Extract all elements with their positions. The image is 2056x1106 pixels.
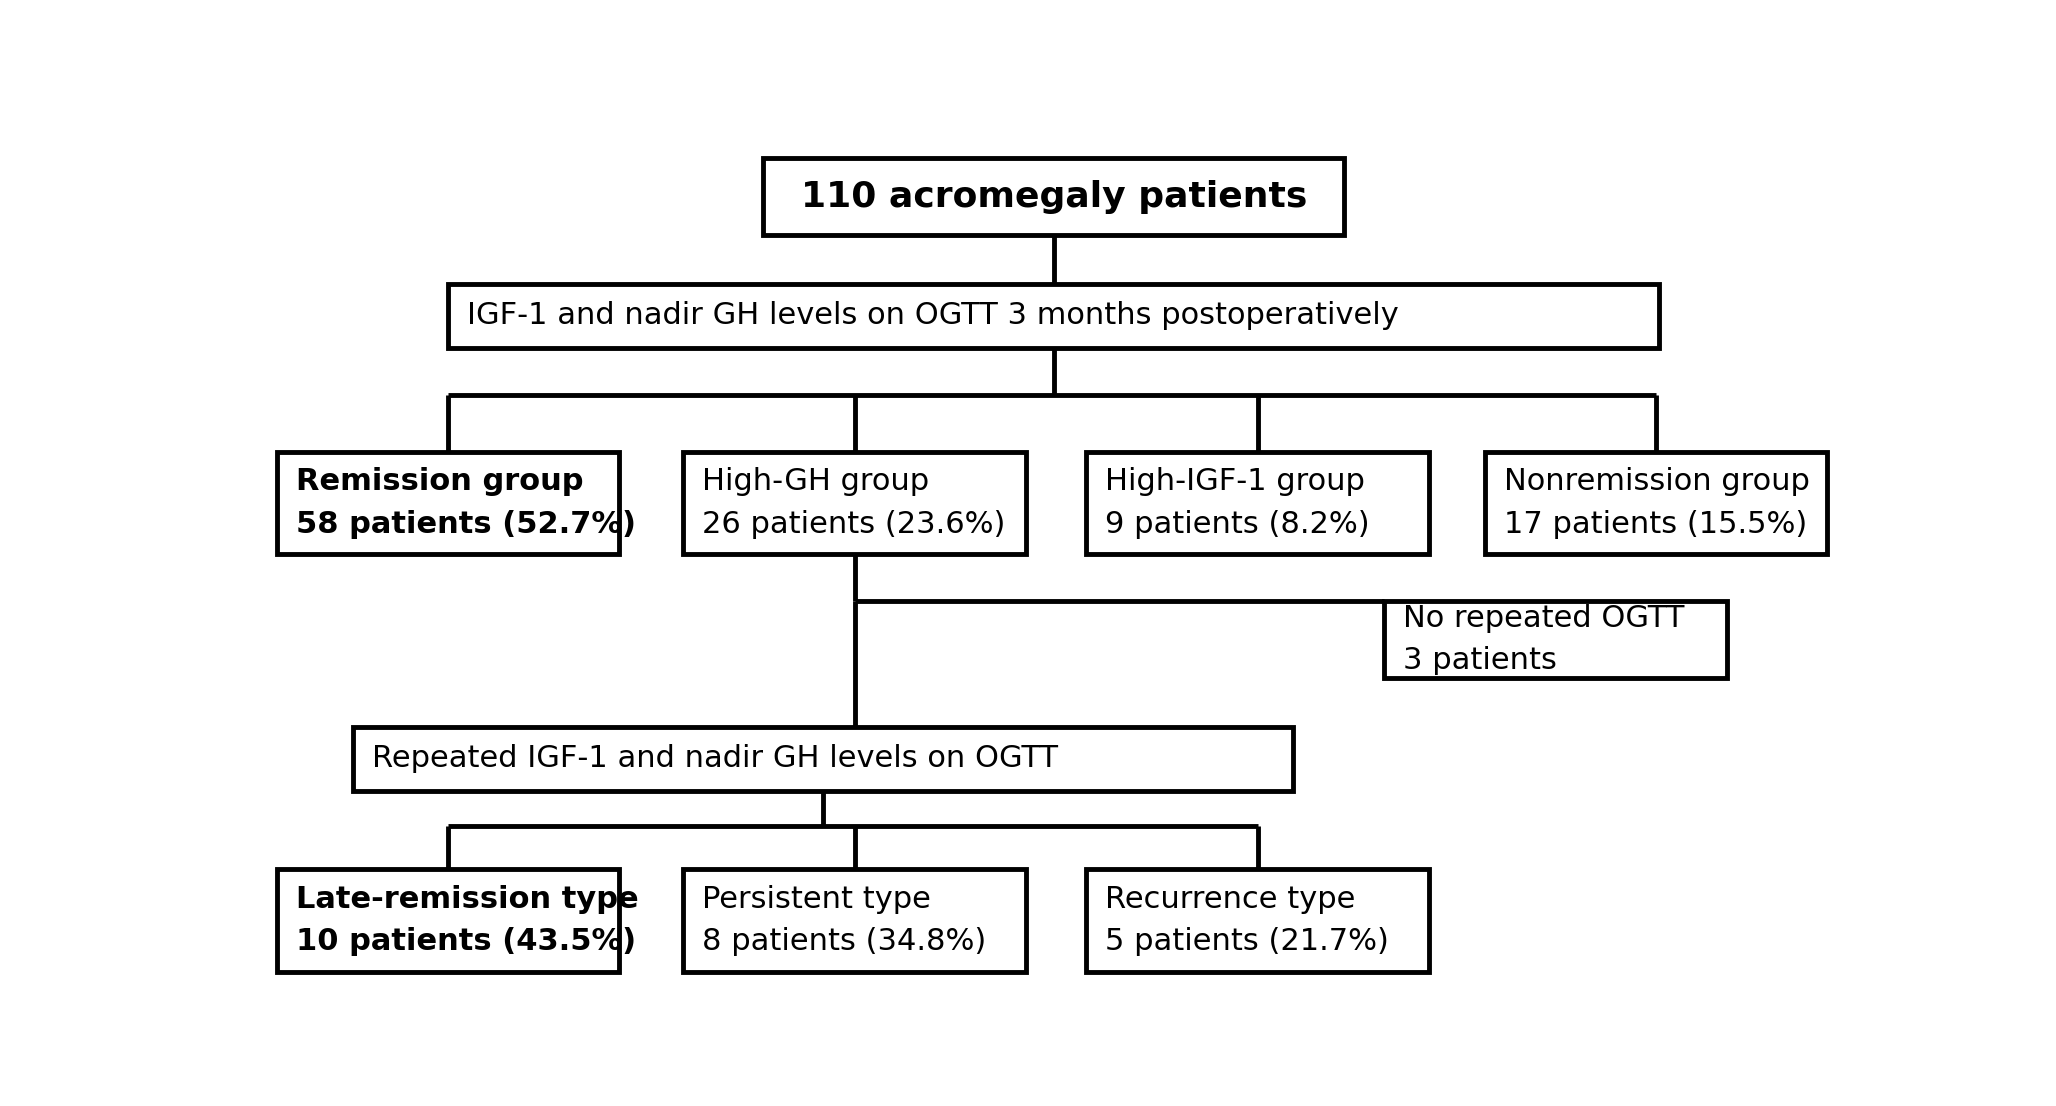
Text: IGF-1 and nadir GH levels on OGTT 3 months postoperatively: IGF-1 and nadir GH levels on OGTT 3 mont… — [467, 301, 1398, 331]
FancyBboxPatch shape — [1384, 602, 1727, 678]
Text: Repeated IGF-1 and nadir GH levels on OGTT: Repeated IGF-1 and nadir GH levels on OG… — [372, 744, 1057, 773]
FancyBboxPatch shape — [278, 452, 619, 554]
FancyBboxPatch shape — [763, 158, 1345, 234]
Text: Nonremission group
17 patients (15.5%): Nonremission group 17 patients (15.5%) — [1503, 467, 1809, 539]
FancyBboxPatch shape — [683, 452, 1026, 554]
Text: High-IGF-1 group
9 patients (8.2%): High-IGF-1 group 9 patients (8.2%) — [1106, 467, 1369, 539]
Text: Remission group
58 patients (52.7%): Remission group 58 patients (52.7%) — [296, 467, 635, 539]
FancyBboxPatch shape — [1484, 452, 1828, 554]
FancyBboxPatch shape — [1086, 869, 1429, 971]
FancyBboxPatch shape — [1086, 452, 1429, 554]
Text: Persistent type
8 patients (34.8%): Persistent type 8 patients (34.8%) — [703, 885, 987, 957]
FancyBboxPatch shape — [448, 284, 1659, 347]
FancyBboxPatch shape — [683, 869, 1026, 971]
FancyBboxPatch shape — [354, 727, 1293, 791]
FancyBboxPatch shape — [278, 869, 619, 971]
Text: 110 acromegaly patients: 110 acromegaly patients — [800, 179, 1308, 213]
Text: Recurrence type
5 patients (21.7%): Recurrence type 5 patients (21.7%) — [1106, 885, 1390, 957]
Text: High-GH group
26 patients (23.6%): High-GH group 26 patients (23.6%) — [703, 467, 1005, 539]
Text: No repeated OGTT
3 patients: No repeated OGTT 3 patients — [1404, 604, 1684, 676]
Text: Late-remission type
10 patients (43.5%): Late-remission type 10 patients (43.5%) — [296, 885, 639, 957]
